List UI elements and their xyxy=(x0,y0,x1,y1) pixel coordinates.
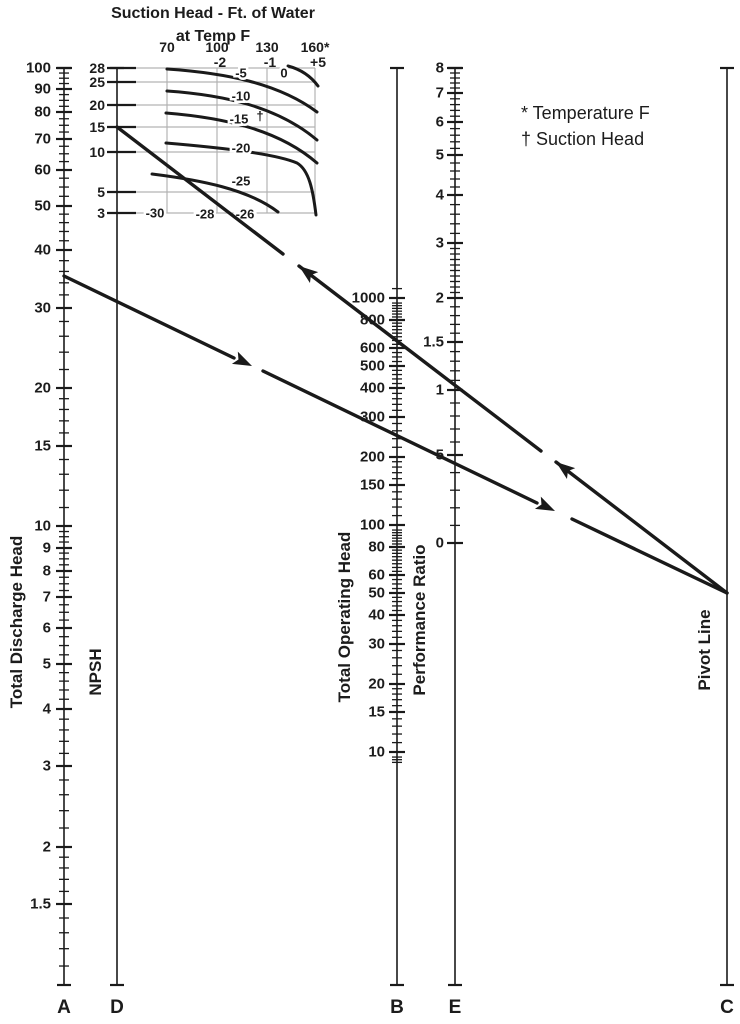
svg-text:1.5: 1.5 xyxy=(30,896,51,913)
inset-chart-title-line1: Suction Head - Ft. of Water xyxy=(111,5,315,22)
inset-temperature-labels: 70 100-2 130-1 160*+5 xyxy=(159,39,330,70)
svg-text:40: 40 xyxy=(34,242,51,259)
svg-text:100: 100 xyxy=(205,39,229,55)
svg-text:7: 7 xyxy=(436,85,444,102)
svg-text:100: 100 xyxy=(360,517,385,534)
svg-text:0: 0 xyxy=(436,535,444,552)
svg-text:-2: -2 xyxy=(214,54,227,70)
svg-text:90: 90 xyxy=(34,81,51,98)
svg-text:60: 60 xyxy=(34,162,51,179)
svg-text:5: 5 xyxy=(436,147,444,164)
svg-text:-5: -5 xyxy=(235,66,247,81)
svg-text:4: 4 xyxy=(43,701,52,718)
arrowhead-icon xyxy=(231,351,252,366)
svg-text:†: † xyxy=(256,109,263,124)
svg-text:50: 50 xyxy=(368,585,385,602)
line-a-to-pivot xyxy=(62,274,729,595)
svg-text:6: 6 xyxy=(43,620,51,637)
svg-text:-28: -28 xyxy=(196,207,215,222)
svg-text:8: 8 xyxy=(43,563,51,580)
svg-text:+5: +5 xyxy=(310,54,326,70)
svg-text:500: 500 xyxy=(360,358,385,375)
axis-title-npsh: NPSH xyxy=(86,648,105,696)
svg-text:100: 100 xyxy=(26,60,51,77)
legend-temperature-note: * Temperature F xyxy=(521,103,650,123)
svg-text:25: 25 xyxy=(89,74,105,90)
svg-text:-1: -1 xyxy=(264,54,277,70)
axis-C xyxy=(720,66,734,987)
svg-text:8: 8 xyxy=(436,60,444,77)
svg-text:3: 3 xyxy=(97,205,105,221)
svg-text:60: 60 xyxy=(368,567,385,584)
axis-letter-b: B xyxy=(390,997,404,1018)
svg-text:2: 2 xyxy=(436,290,444,307)
axis-title-pivot-line: Pivot Line xyxy=(695,609,714,691)
svg-text:80: 80 xyxy=(34,104,51,121)
axis-letter-d: D xyxy=(110,997,124,1018)
svg-text:10: 10 xyxy=(368,744,385,761)
arrowhead-icon xyxy=(556,462,576,479)
svg-text:5: 5 xyxy=(97,184,105,200)
svg-text:130: 130 xyxy=(255,39,279,55)
svg-text:70: 70 xyxy=(34,131,51,148)
inset-chart-title-line2: at Temp F xyxy=(175,28,251,45)
svg-text:-15: -15 xyxy=(230,112,249,127)
svg-text:-20: -20 xyxy=(232,141,251,156)
svg-text:1: 1 xyxy=(436,382,444,399)
svg-text:7: 7 xyxy=(43,589,51,606)
svg-text:1000: 1000 xyxy=(352,290,385,307)
svg-text:30: 30 xyxy=(368,636,385,653)
svg-text:28: 28 xyxy=(89,60,105,76)
svg-text:4: 4 xyxy=(436,187,445,204)
svg-text:20: 20 xyxy=(89,97,105,113)
svg-text:9: 9 xyxy=(43,540,51,557)
svg-text:0: 0 xyxy=(280,66,287,81)
svg-text:50: 50 xyxy=(34,198,51,215)
axis-A: 100 90 80 70 60 50 40 30 20 15 10 9 8 7 6 5 4 3 2 1.5 xyxy=(26,60,72,987)
curve-labels: 0-5-10-15 †-20-25-30 -28 -26 xyxy=(143,63,290,224)
axis-letter-a: A xyxy=(57,997,71,1018)
inset-grid xyxy=(117,67,316,214)
axis-B: 1000800600500400300200150100806050403020… xyxy=(352,66,405,987)
line-pivot-to-npsh xyxy=(115,125,729,595)
axis-title-total-operating-head: Total Operating Head xyxy=(335,531,354,703)
svg-text:600: 600 xyxy=(360,340,385,357)
svg-text:3: 3 xyxy=(436,235,444,252)
svg-text:-10: -10 xyxy=(232,89,251,104)
svg-text:20: 20 xyxy=(34,380,51,397)
svg-text:1.5: 1.5 xyxy=(423,334,444,351)
svg-text:400: 400 xyxy=(360,380,385,397)
svg-text:2: 2 xyxy=(43,839,51,856)
legend-suction-head-note: † Suction Head xyxy=(521,129,645,149)
arrowhead-icon xyxy=(299,266,319,283)
suction-head-curves xyxy=(150,64,320,217)
svg-text:160*: 160* xyxy=(301,39,330,55)
svg-text:70: 70 xyxy=(159,39,175,55)
svg-text:3: 3 xyxy=(43,758,51,775)
svg-text:30: 30 xyxy=(34,300,51,317)
axis-title-total-discharge-head: Total Discharge Head xyxy=(7,535,26,709)
svg-text:10: 10 xyxy=(34,518,51,535)
svg-text:80: 80 xyxy=(368,539,385,556)
svg-text:5: 5 xyxy=(43,656,51,673)
svg-text:15: 15 xyxy=(368,704,385,721)
svg-text:20: 20 xyxy=(368,676,385,693)
svg-text:-25: -25 xyxy=(232,174,251,189)
arrowhead-icon xyxy=(534,496,555,511)
svg-text:200: 200 xyxy=(360,449,385,466)
svg-text:15: 15 xyxy=(34,438,51,455)
svg-text:150: 150 xyxy=(360,477,385,494)
svg-text:-30: -30 xyxy=(146,206,165,221)
axis-letter-e: E xyxy=(448,997,462,1018)
svg-text:15: 15 xyxy=(89,119,105,135)
svg-text:40: 40 xyxy=(368,607,385,624)
svg-text:6: 6 xyxy=(436,114,444,131)
axis-letter-c: C xyxy=(720,997,734,1018)
axis-title-performance-ratio: Performance Ratio xyxy=(410,544,429,696)
svg-text:10: 10 xyxy=(89,144,105,160)
